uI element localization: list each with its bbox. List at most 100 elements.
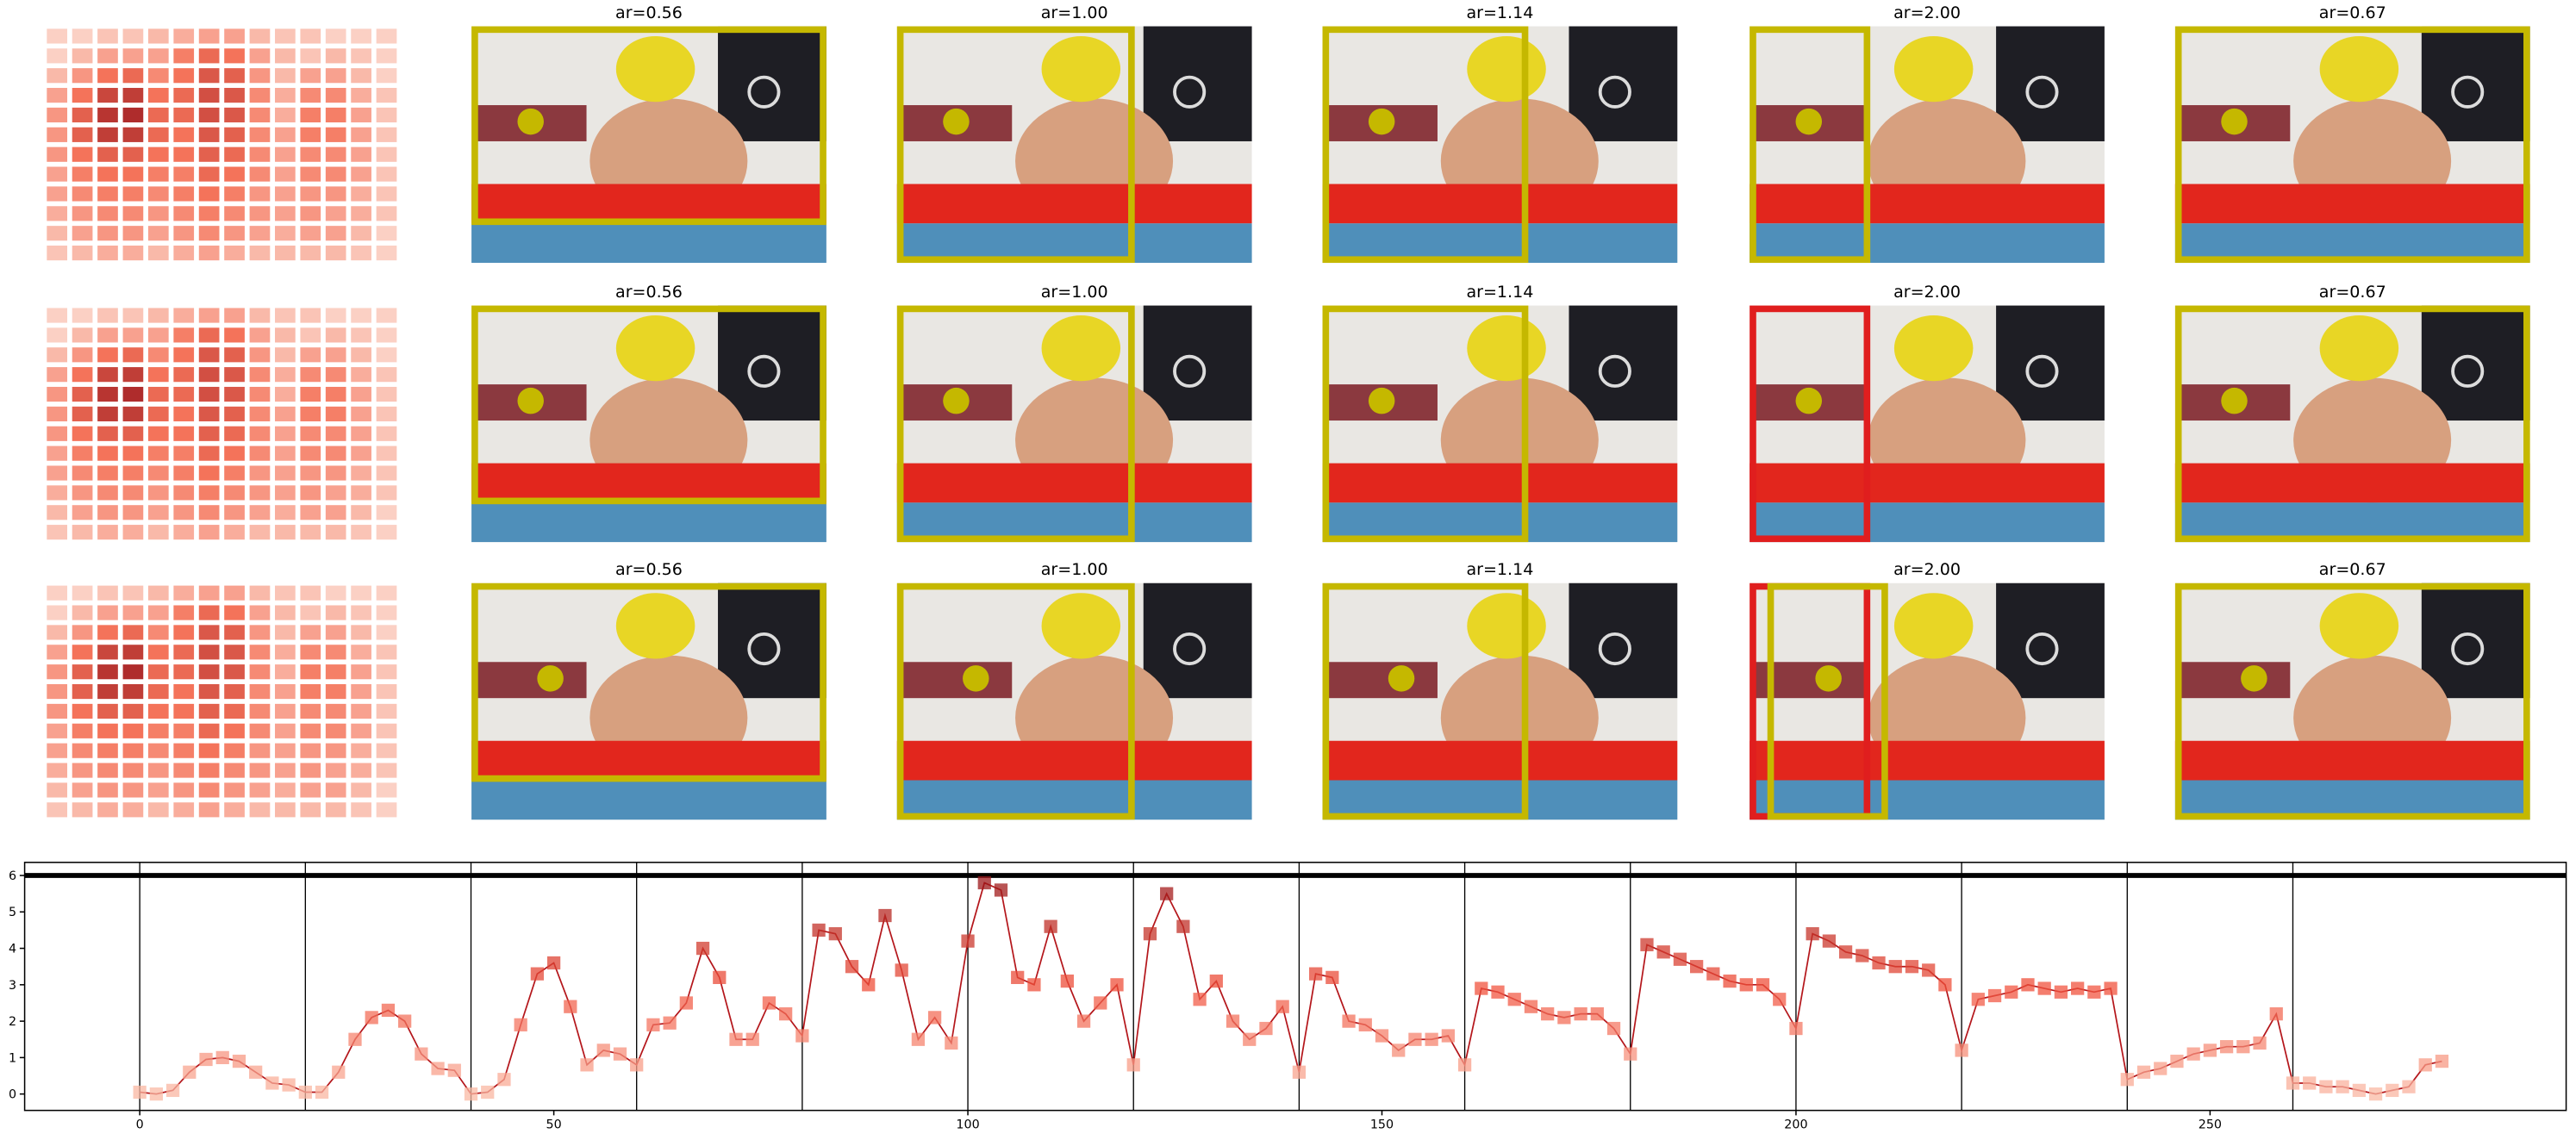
data-marker: [514, 1018, 527, 1031]
heatmap-cell: [173, 664, 195, 680]
heatmap-cell: [72, 703, 93, 720]
heatmap-cell: [72, 763, 93, 778]
heatmap-cell: [275, 645, 296, 660]
heatmap-cell: [122, 347, 144, 363]
heatmap-cell: [300, 664, 321, 680]
photo-cap: [1467, 593, 1546, 659]
data-marker: [695, 941, 710, 956]
heatmap-cell: [249, 347, 271, 363]
heatmap-cell: [173, 347, 195, 363]
heatmap-cell: [249, 664, 271, 680]
heatmap-cell: [198, 723, 220, 738]
heatmap-cell: [47, 327, 68, 343]
data-marker: [961, 934, 975, 948]
heatmap-cell: [300, 525, 321, 540]
heatmap-cell: [224, 664, 245, 680]
photo-lane: [471, 463, 826, 503]
heatmap-cell: [376, 28, 397, 44]
heatmap-cell: [72, 146, 93, 162]
heatmap-cell: [300, 465, 321, 481]
data-marker: [1673, 952, 1687, 966]
heatmap-cell: [249, 445, 271, 461]
photo-logo: [747, 632, 781, 666]
data-marker: [977, 875, 991, 890]
heatmap-cell: [300, 445, 321, 461]
heatmap-cell: [122, 743, 144, 758]
heatmap-cell: [122, 625, 144, 640]
photo-water: [471, 780, 826, 820]
heatmap-cell: [300, 166, 321, 182]
photo-cap: [615, 315, 695, 382]
heatmap-cell: [173, 723, 195, 738]
heatmap-cell: [224, 327, 245, 343]
heatmap-cell: [198, 445, 220, 461]
heatmap-cell: [97, 683, 118, 700]
data-marker: [2104, 981, 2118, 995]
point-marker: [1368, 108, 1395, 135]
heatmap-cell: [376, 327, 397, 343]
heatmap-cell: [249, 186, 271, 202]
photo-letters: [474, 662, 587, 699]
heatmap-cell: [97, 88, 118, 103]
heatmap-cell: [376, 347, 397, 363]
data-marker: [1838, 945, 1853, 959]
photo-logo: [2025, 632, 2059, 666]
data-marker: [1773, 993, 1787, 1006]
heatmap-cell: [275, 585, 296, 601]
heatmap-cell: [376, 367, 397, 383]
heatmap-cell: [249, 763, 271, 778]
data-marker: [2186, 1047, 2200, 1061]
heatmap-cell: [198, 127, 220, 142]
heatmap-cell: [147, 367, 169, 383]
data-marker: [1193, 993, 1207, 1006]
heatmap-cell: [47, 605, 68, 620]
photo-logo: [2451, 75, 2485, 109]
heatmap-cell: [147, 664, 169, 680]
heatmap-cell: [97, 206, 118, 221]
heatmap-cell: [97, 48, 118, 64]
data-marker: [1723, 974, 1737, 988]
photo: [896, 582, 1252, 820]
data-marker: [133, 1085, 147, 1100]
heatmap-cell: [147, 88, 169, 103]
photo-lane: [2174, 463, 2530, 503]
heatmap-cell: [275, 605, 296, 620]
heatmap-cell: [122, 406, 144, 421]
crop-box: [896, 26, 1135, 264]
heatmap-cell: [173, 605, 195, 620]
photo-cap: [2319, 35, 2399, 103]
heatmap-cell: [249, 127, 271, 142]
heatmap-cell: [72, 386, 93, 402]
heatmap-cell: [224, 226, 245, 241]
heatmap-cell: [122, 68, 144, 84]
heatmap-cell: [351, 703, 371, 720]
heatmap-cell: [325, 585, 346, 601]
heatmap-cell: [224, 48, 245, 64]
heatmap-cell: [72, 525, 93, 540]
heatmap-cell: [224, 625, 245, 640]
heatmap-cell: [325, 127, 346, 142]
heatmap-cell: [122, 386, 144, 402]
heatmap-cell: [47, 88, 68, 103]
data-marker: [398, 1014, 412, 1028]
heatmap-cell: [300, 386, 321, 402]
heatmap-cell: [325, 367, 346, 383]
heatmap-cell: [198, 107, 220, 123]
photo-sign: [2421, 26, 2530, 141]
heatmap-cell: [173, 782, 195, 798]
photo: [471, 305, 826, 543]
heatmap-cell: [173, 645, 195, 660]
heatmap-cell: [147, 327, 169, 343]
heatmap-cell: [224, 743, 245, 758]
data-marker: [530, 967, 545, 981]
heatmap-cell: [198, 505, 220, 520]
heatmap-cell: [173, 107, 195, 123]
heatmap-cell: [249, 625, 271, 640]
heatmap-cell: [325, 48, 346, 64]
heatmap-cell: [72, 127, 93, 142]
heatmap-cell: [351, 625, 371, 640]
photo-logo: [1173, 632, 1207, 666]
heatmap-cell: [275, 347, 296, 363]
panel-title: ar=0.56: [615, 283, 683, 302]
crop-box: [2174, 582, 2530, 820]
